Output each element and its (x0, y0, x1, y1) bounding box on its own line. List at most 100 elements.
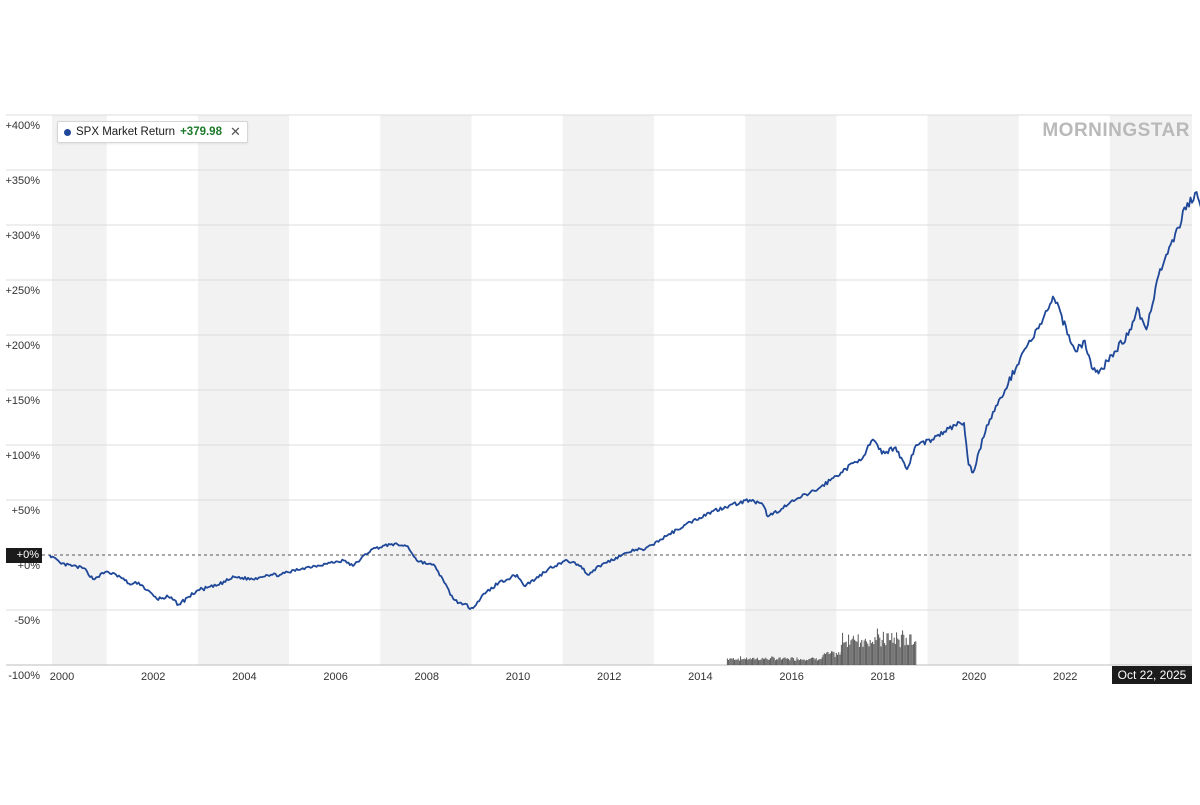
legend-dot-icon (64, 128, 71, 136)
volume-bar (810, 657, 812, 665)
volume-bar (786, 658, 788, 665)
volume-bar (797, 659, 799, 665)
volume-bar (854, 639, 856, 665)
volume-bar (808, 658, 810, 665)
volume-bar (758, 660, 760, 665)
volume-bar (831, 651, 833, 665)
volume-bar (760, 659, 762, 665)
x-tick-label: 2012 (597, 671, 621, 683)
volume-bar (828, 654, 830, 665)
x-tick-label: 2010 (506, 671, 530, 683)
volume-bar (899, 647, 901, 665)
x-tick-label: 2018 (871, 671, 895, 683)
volume-bar (778, 657, 780, 665)
legend-box[interactable]: SPX Market Return +379.98 ✕ (57, 121, 248, 143)
volume-bar (815, 658, 817, 665)
volume-bar (882, 631, 884, 665)
volume-bar (785, 658, 787, 665)
volume-bar (731, 658, 733, 665)
volume-bar (753, 657, 755, 665)
volume-bar (819, 659, 821, 665)
volume-bar (820, 659, 822, 665)
volume-bar (839, 654, 841, 665)
volume-bar (749, 658, 751, 665)
volume-bar (844, 642, 846, 665)
volume-bar (898, 639, 900, 665)
volume-bar (903, 634, 905, 665)
volume-bar (874, 637, 876, 665)
volume-bar (732, 658, 734, 665)
volume-bar (809, 658, 811, 665)
volume-bar (845, 641, 847, 665)
volume-bar (912, 644, 914, 665)
volume-bar (840, 644, 842, 665)
volume-bar (771, 656, 773, 665)
volume-bar (737, 658, 739, 665)
volume-bar (896, 632, 898, 665)
y-tick-label: +50% (12, 505, 41, 517)
x-tick-label: 2020 (962, 671, 986, 683)
volume-bar (774, 660, 776, 665)
volume-bar (734, 659, 736, 665)
volume-bar (796, 657, 798, 665)
volume-bar (915, 641, 917, 665)
volume-bar (852, 635, 854, 665)
legend-value: +379.98 (180, 126, 222, 138)
volume-bar (833, 652, 835, 665)
volume-bar (807, 660, 809, 665)
volume-bar (754, 659, 756, 665)
volume-bar (866, 641, 868, 665)
volume-bar (801, 659, 803, 665)
x-tick-label: 2014 (688, 671, 712, 683)
volume-bar (891, 633, 893, 665)
x-tick-label: 2000 (50, 671, 74, 683)
volume-bar (804, 660, 806, 665)
legend-label: SPX Market Return (76, 126, 176, 138)
volume-bar (822, 654, 824, 665)
volume-bar (803, 659, 805, 665)
volume-bar (777, 659, 779, 665)
volume-bar (887, 633, 889, 665)
volume-bars (726, 628, 917, 665)
volume-bar (765, 657, 767, 665)
volume-bar (755, 658, 757, 665)
x-tick-label: 2008 (415, 671, 439, 683)
volume-bar (764, 658, 766, 665)
volume-bar (869, 639, 871, 665)
volume-bar (773, 657, 775, 665)
volume-bar (740, 656, 742, 665)
volume-bar (875, 640, 877, 665)
volume-bar (861, 639, 863, 665)
volume-bar (879, 637, 881, 665)
volume-bar (890, 640, 892, 665)
volume-bar (728, 659, 730, 665)
volume-bar (862, 646, 864, 665)
volume-bar (789, 660, 791, 665)
volume-bar (856, 641, 858, 665)
volume-bar (812, 657, 814, 665)
volume-bar (747, 659, 749, 665)
volume-bar (848, 634, 850, 665)
volume-bar (792, 657, 794, 665)
volume-bar (843, 642, 845, 665)
volume-bar (743, 658, 745, 665)
volume-bar (892, 642, 894, 665)
volume-bar (742, 659, 744, 665)
volume-bar (780, 659, 782, 665)
volume-bar (761, 657, 763, 665)
volume-bar (806, 659, 808, 665)
volume-bar (849, 644, 851, 665)
series-lines (48, 191, 1200, 610)
volume-bar (857, 634, 859, 665)
y-axis-tick-labels: +400% +350% +300% +250% +200% +150% +100% +50% +… (5, 120, 40, 682)
close-icon[interactable]: ✕ (229, 124, 241, 139)
grid-lines (6, 114, 1192, 666)
volume-bar (791, 657, 793, 665)
volume-bar (814, 659, 816, 665)
volume-bar (794, 660, 796, 665)
volume-bar (832, 651, 834, 665)
volume-bar (772, 656, 774, 665)
zero-line-tag: +0% (6, 548, 42, 563)
volume-bar (867, 643, 869, 665)
x-tick-label: 2016 (779, 671, 803, 683)
